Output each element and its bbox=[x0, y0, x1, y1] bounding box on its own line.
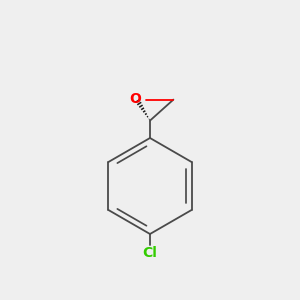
Text: O: O bbox=[129, 92, 141, 106]
Text: Cl: Cl bbox=[142, 246, 158, 260]
